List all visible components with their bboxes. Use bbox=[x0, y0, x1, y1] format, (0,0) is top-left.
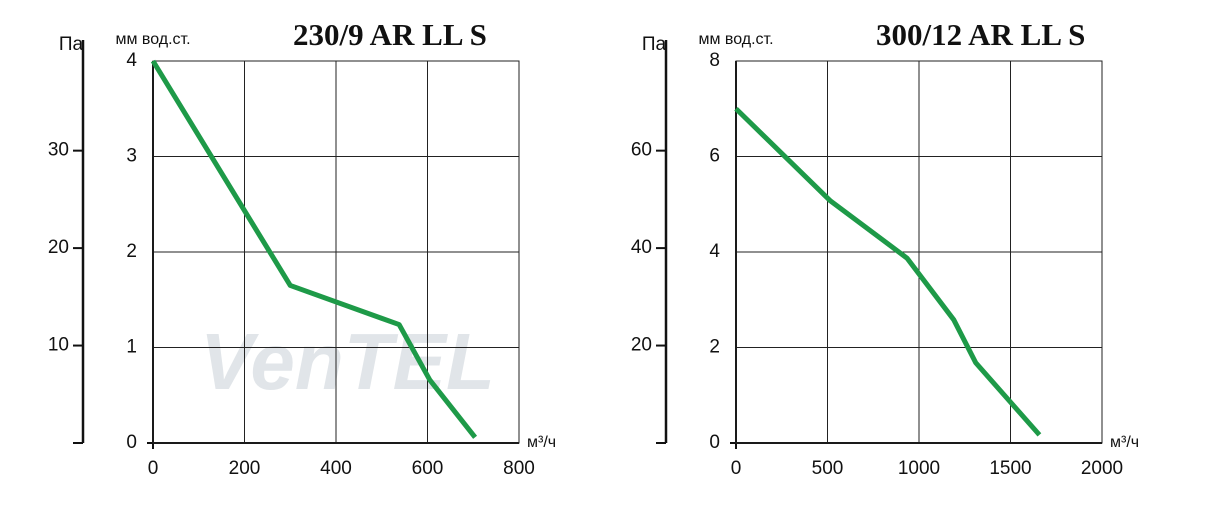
y2-tick-label: 30 bbox=[48, 140, 69, 161]
y2-tick-label: 20 bbox=[631, 335, 652, 356]
y-tick-label: 4 bbox=[126, 50, 137, 71]
x-tick-label: 1500 bbox=[989, 458, 1031, 479]
x-tick-label: 2000 bbox=[1081, 458, 1123, 479]
y2-tick-label: 10 bbox=[48, 335, 69, 356]
x-tick-label: 0 bbox=[731, 458, 742, 479]
chart: VenTEL 0 200 400 600 800 0 1 2 3 4 10 20 30 Па мм вод.с… bbox=[48, 17, 556, 479]
x-tick-label: 500 bbox=[812, 458, 844, 479]
chart-title: 230/9 AR LL S bbox=[293, 17, 487, 52]
y-tick-label: 2 bbox=[709, 337, 720, 358]
y-tick-label: 3 bbox=[126, 146, 137, 167]
y-tick-label: 1 bbox=[126, 337, 137, 358]
data-line bbox=[734, 106, 1042, 437]
x-tick-label: 1000 bbox=[898, 458, 940, 479]
y-axis-label: мм вод.ст. bbox=[115, 31, 190, 48]
y-tick-label: 6 bbox=[709, 146, 720, 167]
y2-axis-label: Па bbox=[59, 34, 84, 55]
y2-tick-label: 40 bbox=[631, 237, 652, 258]
x-axis-label: м³/ч bbox=[1110, 434, 1139, 451]
y-axis-label: мм вод.ст. bbox=[698, 31, 773, 48]
chart: 0 500 1000 1500 2000 0 2 4 6 8 20 40 60 Па мм вод.ст. 3… bbox=[631, 17, 1139, 479]
x-tick-label: 600 bbox=[412, 458, 444, 479]
plot-frame bbox=[735, 60, 1103, 444]
y2-axis-label: Па bbox=[642, 34, 667, 55]
y-tick-label: 4 bbox=[709, 241, 720, 262]
y-tick-label: 2 bbox=[126, 241, 137, 262]
x-tick-label: 400 bbox=[320, 458, 352, 479]
watermark: VenTEL bbox=[200, 317, 495, 406]
y2-tick-label: 60 bbox=[631, 140, 652, 161]
x-tick-label: 0 bbox=[148, 458, 159, 479]
y2-tick-label: 20 bbox=[48, 237, 69, 258]
y-tick-label: 0 bbox=[709, 432, 720, 453]
data-line bbox=[150, 59, 478, 439]
x-axis-label: м³/ч bbox=[527, 434, 556, 451]
y-tick-label: 0 bbox=[126, 432, 137, 453]
y-tick-label: 8 bbox=[709, 50, 720, 71]
x-tick-label: 200 bbox=[229, 458, 261, 479]
chart-title: 300/12 AR LL S bbox=[876, 17, 1085, 52]
x-tick-label: 800 bbox=[503, 458, 535, 479]
plot-frame bbox=[152, 60, 520, 444]
